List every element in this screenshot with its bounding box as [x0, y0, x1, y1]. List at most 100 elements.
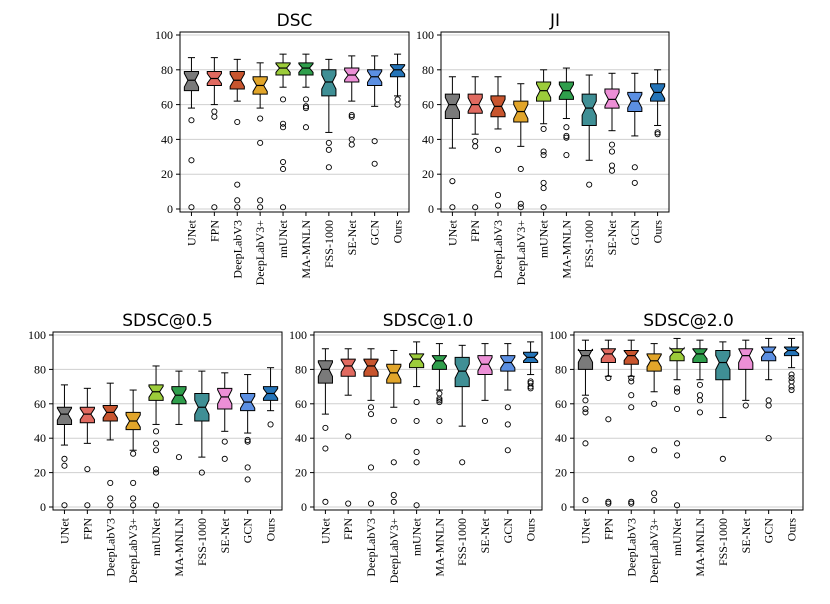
box-se-net [477, 343, 493, 425]
outlier-point [540, 179, 547, 186]
x-tick-label: DeepLabV3 [364, 518, 378, 577]
outlier-point [517, 200, 524, 207]
box-ours [523, 341, 539, 392]
outlier-point [436, 397, 443, 404]
outlier-point [765, 402, 772, 409]
box-ma-mnln [431, 343, 447, 425]
outlier-point [788, 371, 795, 378]
x-tick-label: FPN [207, 220, 221, 242]
outlier-point [788, 386, 795, 394]
x-tick-label: UNet [578, 517, 592, 544]
outlier-point [654, 131, 661, 138]
box-unet [56, 384, 73, 509]
outlier-point [459, 459, 466, 466]
box-fss-1000 [321, 58, 337, 171]
x-tick-label: MA-MNLN [299, 220, 313, 279]
y-tick-label: 80 [161, 63, 173, 77]
outlier-point [221, 455, 228, 462]
box-gcn [761, 337, 777, 442]
box-body [183, 71, 200, 92]
x-tick-label: nnUNet [537, 219, 551, 258]
panel-sdsc-1-0: SDSC@1.0 0 20 40 60 80 100 UNet FPN DeepLabV3 Deep… [289, 311, 543, 583]
outlier-point [244, 476, 251, 483]
panel-dsc: DSC 0 20 40 60 80 100 UNet FPN DeepLabV3 DeepLabV3… [155, 11, 410, 286]
outlier-point [322, 424, 329, 431]
outlier-point [563, 134, 570, 141]
x-tick-label: MA-MNLN [172, 518, 186, 577]
x-tick-label: SE-Net [605, 219, 619, 255]
y-tick-label: 40 [555, 431, 567, 445]
outlier-point [651, 447, 658, 454]
outlier-point [449, 204, 456, 211]
outlier-point [257, 139, 264, 146]
box-body [761, 346, 777, 362]
box-body [321, 69, 337, 97]
outlier-point [696, 409, 704, 416]
y-tick-label: 80 [555, 362, 567, 376]
box-gcn [367, 55, 383, 167]
outlier-point [413, 399, 420, 406]
x-tick-label: UNet [445, 219, 459, 246]
outlier-point [631, 179, 638, 186]
box-body [738, 348, 754, 370]
outlier-point [371, 160, 378, 167]
outlier-point [436, 399, 443, 406]
chart-title: DSC [277, 11, 313, 31]
box-unet [577, 339, 594, 504]
box-se-net [738, 339, 754, 409]
outlier-point [504, 421, 511, 428]
box-body [581, 93, 597, 126]
outlier-point [130, 502, 137, 509]
box-body [646, 353, 662, 372]
outlier-point [234, 181, 241, 188]
box-body [783, 346, 800, 357]
box-gcn [500, 343, 516, 454]
chart-title: SDSC@2.0 [643, 311, 734, 331]
box-gcn [240, 374, 256, 483]
outlier-point [582, 405, 589, 413]
x-tick-label: DeepLabV3+ [514, 220, 528, 286]
chart-title: JI [549, 11, 560, 31]
outlier-point [61, 462, 68, 469]
outlier-point [302, 96, 310, 103]
y-tick-label: 80 [295, 362, 307, 376]
y-tick-label: 40 [295, 431, 307, 445]
y-tick-label: 80 [34, 362, 46, 376]
outlier-point [494, 146, 502, 153]
box-fss-1000 [715, 341, 731, 462]
outlier-point [234, 197, 241, 204]
x-tick-label: DeepLabV3 [624, 518, 638, 577]
box-deeplabv3- [125, 389, 141, 509]
outlier-point [279, 120, 287, 127]
outlier-point [84, 502, 91, 509]
box-body [431, 355, 447, 370]
outlier-point [788, 378, 795, 385]
box-ma-mnln [558, 67, 574, 159]
x-tick-label: nnUNet [276, 219, 290, 258]
outlier-point [765, 435, 772, 442]
box-body [148, 384, 164, 401]
x-tick-label: DeepLabV3+ [253, 220, 267, 286]
outlier-point [582, 497, 589, 504]
box-deeplabv3 [623, 339, 639, 507]
x-tick-label: FSS-1000 [322, 220, 336, 268]
box-body [363, 358, 379, 377]
y-tick-label: 100 [155, 28, 173, 42]
x-tick-label: FSS-1000 [195, 518, 209, 566]
outlier-point [107, 479, 114, 486]
outlier-point [765, 397, 772, 404]
box-fss-1000 [454, 344, 470, 466]
outlier-point [188, 157, 195, 164]
y-tick-label: 100 [28, 328, 46, 342]
x-tick-label: DeepLabV3 [103, 518, 117, 577]
y-tick-label: 100 [416, 28, 434, 42]
outlier-point [527, 383, 534, 390]
outlier-point [322, 498, 329, 505]
outlier-point [302, 103, 310, 110]
outlier-point [390, 491, 397, 499]
x-tick-label: Ours [651, 220, 665, 244]
outlier-point [188, 117, 195, 124]
outlier-point [494, 192, 502, 199]
outlier-point [674, 440, 681, 447]
box-ours [262, 367, 279, 428]
